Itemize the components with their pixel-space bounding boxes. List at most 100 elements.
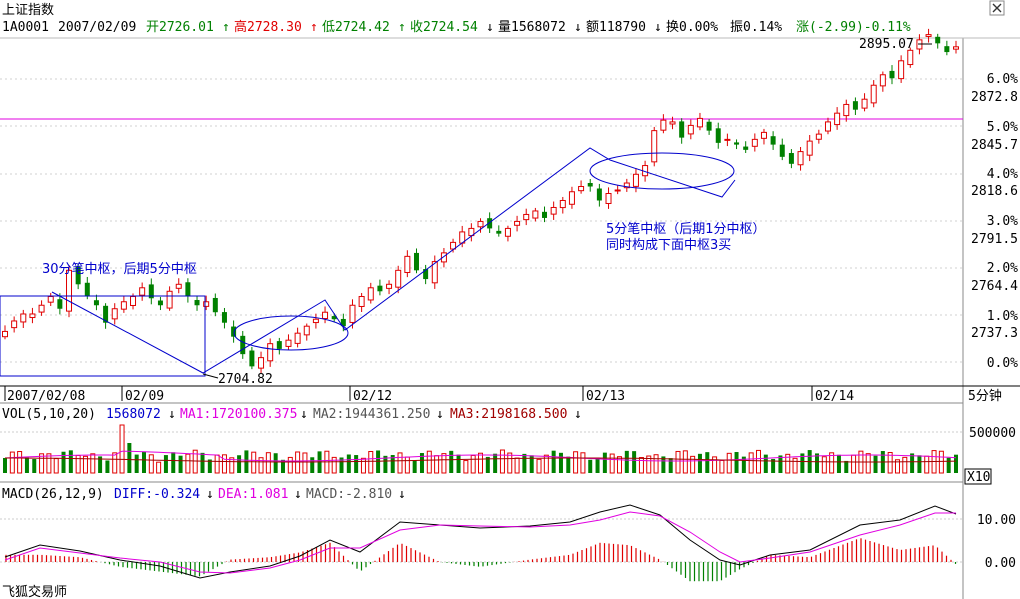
volume-bar: [588, 459, 593, 473]
macd-arrow-icon: ↓: [398, 487, 406, 502]
candle-body: [578, 186, 585, 192]
candle-body: [614, 189, 621, 192]
candle-body: [423, 269, 429, 280]
volume-bar: [558, 452, 563, 473]
candle-body: [724, 138, 731, 141]
vol-ma2-arrow-icon: ↓: [436, 407, 444, 422]
candle-body: [148, 284, 154, 299]
volume-arrow-icon: ↓: [574, 20, 582, 35]
candle-body: [568, 191, 575, 205]
period-label[interactable]: 5分钟: [968, 388, 1002, 404]
vol-ma2: MA2:1944361.250: [313, 407, 430, 422]
volume-bar: [280, 459, 285, 473]
volume-bar: [441, 453, 447, 474]
close-icon-mark: [992, 3, 1002, 13]
candle-body: [47, 296, 54, 303]
candle-body: [377, 285, 383, 292]
volume-bar: [105, 460, 110, 473]
volume-bar: [127, 443, 132, 473]
volume-bar: [646, 455, 652, 474]
volume-bar: [821, 456, 827, 474]
volume-bar: [287, 456, 293, 474]
volume-bar: [616, 456, 622, 474]
candle-body: [889, 70, 895, 79]
volume-bar: [653, 454, 659, 474]
macd-axis-top: 10.00: [977, 513, 1016, 528]
volume-bar: [493, 453, 498, 473]
volume-bar: [171, 452, 176, 473]
volume-bar: [53, 458, 59, 474]
volume-bar: [785, 453, 791, 474]
candlestick-series[interactable]: [2, 28, 959, 374]
volume-bar: [726, 452, 732, 474]
candle-body: [84, 282, 90, 297]
candle-body: [504, 227, 511, 237]
volume-bar: [682, 450, 688, 474]
volume-bar: [536, 458, 542, 474]
volume-bar: [412, 460, 417, 473]
candle-body: [898, 60, 905, 80]
volume-bar: [383, 455, 388, 473]
volume-bar: [404, 456, 410, 474]
volume-bar: [499, 449, 505, 474]
volume-bar: [141, 451, 146, 473]
time-label: 02/12: [353, 389, 392, 404]
candle-body: [477, 220, 484, 228]
macd-value: MACD:-2.810: [306, 487, 392, 502]
candle-body: [687, 124, 694, 135]
candle-body: [679, 121, 685, 138]
volume-bar: [237, 455, 242, 473]
volume-bar: [595, 457, 600, 473]
volume-bar: [522, 453, 527, 473]
open-value: 开2726.01: [146, 20, 214, 35]
candle-body: [29, 313, 36, 319]
vol-title: VOL(5,10,20): [2, 407, 96, 422]
price-tick: 1.0%: [987, 309, 1018, 324]
candle-body: [743, 146, 749, 150]
candle-body: [157, 300, 163, 306]
volume-bar: [360, 457, 366, 474]
vol-ma1: MA1:1720100.375: [180, 407, 297, 422]
close-arrow-icon: ↓: [486, 20, 494, 35]
price-tick: 2791.5: [971, 232, 1018, 247]
time-label: 02/09: [125, 389, 164, 404]
volume-bar: [185, 453, 191, 474]
candle-body: [907, 49, 914, 66]
volume-bar: [302, 452, 308, 474]
candle-body: [861, 98, 868, 109]
candle-body: [267, 343, 274, 362]
volume-bar: [214, 454, 220, 474]
volume-bar: [456, 454, 461, 473]
volume-bar: [200, 452, 205, 473]
candle-body: [559, 199, 566, 209]
volume-bar: [470, 454, 476, 474]
price-tick: 4.0%: [987, 167, 1018, 182]
volume-bar: [229, 457, 235, 474]
candle-body: [139, 287, 146, 296]
bar-date: 2007/02/09: [58, 20, 136, 35]
candle-body: [596, 188, 602, 201]
volume-bar: [134, 454, 139, 473]
volume-bar: [778, 455, 783, 473]
volume-bar: [331, 456, 337, 474]
price-tick: 2764.4: [971, 279, 1018, 294]
annotation-right-1: 5分笔中枢（后期1分中枢）: [606, 221, 766, 237]
volume-bar: [632, 451, 637, 473]
volume-bar: [251, 451, 257, 474]
candle-body: [331, 316, 337, 320]
price-tick: 2845.7: [971, 138, 1018, 153]
volume-bar: [771, 458, 776, 473]
volume-bars: [3, 424, 958, 474]
volume-bar: [463, 460, 469, 474]
volume-bar: [163, 455, 168, 473]
candle-body: [249, 350, 255, 367]
volume-bar: [24, 457, 29, 473]
candle-body: [440, 252, 447, 263]
volume-value: 量1568072: [498, 20, 566, 35]
candle-body: [824, 121, 831, 132]
candle-body: [66, 269, 73, 312]
candle-body: [294, 332, 301, 344]
candle-body: [120, 301, 127, 310]
volume-bar: [156, 461, 162, 474]
